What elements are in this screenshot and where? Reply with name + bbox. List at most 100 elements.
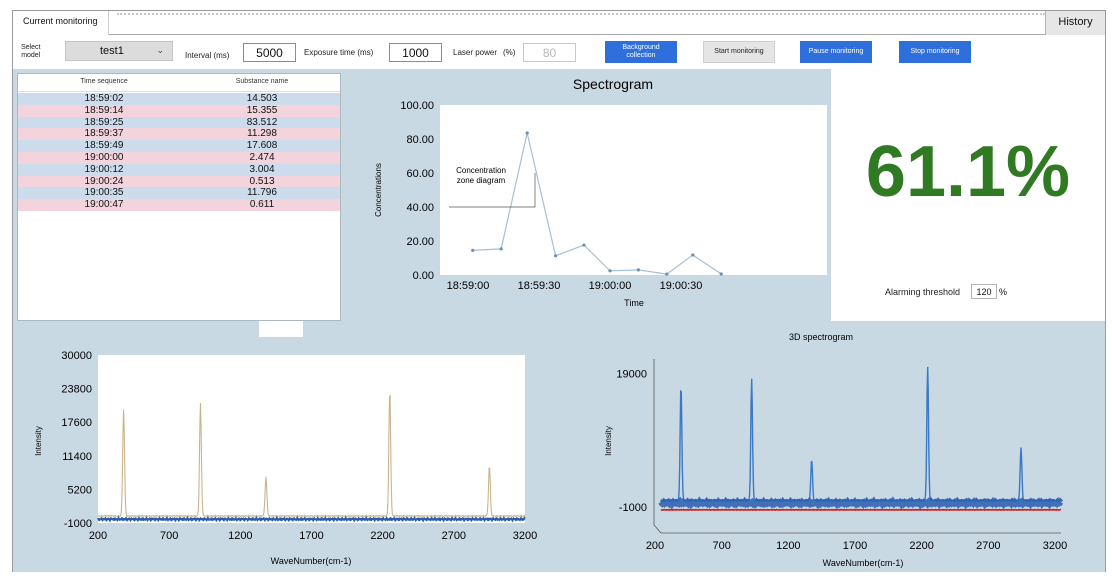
3d-ytick: -1000 <box>619 502 647 514</box>
raman-ytick: 17600 <box>61 417 92 429</box>
table-row[interactable]: 18:59:37 11.298 <box>18 128 340 141</box>
alarm-threshold-label: Alarming threshold <box>885 287 961 297</box>
value-cell: 11.298 <box>247 128 277 140</box>
sample-spectrum-line <box>97 394 526 518</box>
3d-axes <box>653 359 1061 534</box>
top-panel: Time sequence Substance name 18:59:02 14.… <box>13 69 1105 321</box>
table-row[interactable]: 19:00:35 11.796 <box>18 187 340 200</box>
start-monitoring-button[interactable]: Start monitoring <box>703 41 775 63</box>
table-row[interactable]: 19:00:24 0.513 <box>18 175 340 188</box>
time-cell: 19:00:24 <box>84 175 124 187</box>
column-header-substance[interactable]: Substance name <box>235 78 289 85</box>
tab-current-monitoring[interactable]: Current monitoring <box>13 11 109 35</box>
spectrogram-ytick: 60.00 <box>406 168 434 180</box>
time-cell: 19:00:47 <box>84 199 124 211</box>
3d-xtick: 700 <box>712 540 730 552</box>
time-cell: 19:00:35 <box>84 187 124 199</box>
spectrogram-chart: Spectrogram 100.00 80.00 60.00 40.00 20.00 0.… <box>374 76 827 308</box>
tab-strip: Current monitoring History <box>13 11 1105 35</box>
app-window: Current monitoring History Select model … <box>12 10 1106 572</box>
raman-ytick: 11400 <box>62 451 92 463</box>
background-collection-button[interactable]: Background collection <box>605 41 677 63</box>
raman-xtick: 2700 <box>442 530 466 542</box>
data-point <box>636 268 640 272</box>
data-point <box>471 248 475 252</box>
3d-spectrogram-title: 3D spectrogram <box>789 332 853 342</box>
table-row[interactable]: 19:00:47 0.611 <box>18 199 340 211</box>
time-cell: 18:59:25 <box>84 116 124 128</box>
raman-ytick: 23800 <box>61 384 92 396</box>
value-cell: 14.503 <box>246 93 278 104</box>
spectrogram-xtick: 19:00:30 <box>660 280 703 292</box>
laser-power-label: Laser power <box>453 48 498 57</box>
stop-monitoring-button[interactable]: Stop monitoring <box>899 41 971 63</box>
data-point <box>719 272 723 276</box>
3d-ytick: 19000 <box>616 369 647 381</box>
raman-ytick: -1000 <box>64 518 92 530</box>
spectrogram-xlabel: Time <box>624 298 644 308</box>
3d-xtick: 200 <box>646 540 664 552</box>
interval-label: Interval (ms) <box>185 51 230 60</box>
table-row[interactable]: 18:59:49 17.608 <box>18 140 340 152</box>
time-cell: 18:59:02 <box>84 93 124 104</box>
3d-xtick: 2200 <box>909 540 933 552</box>
column-header-time[interactable]: Time sequence <box>80 78 128 85</box>
spectrogram-ytick: 0.00 <box>413 270 434 282</box>
data-point <box>525 131 529 135</box>
time-cell: 18:59:37 <box>84 128 124 140</box>
raman-ytick: 5200 <box>68 484 92 496</box>
alarm-threshold-input[interactable]: 120 <box>971 284 997 299</box>
panel-tab-blank[interactable] <box>259 321 303 337</box>
raman-ytick: 30000 <box>61 350 92 362</box>
table-row[interactable]: 18:59:25 83.512 <box>18 116 340 129</box>
table-row[interactable]: 18:59:14 15.355 <box>18 104 340 117</box>
raman-spectrum-chart: 30000 23800 17600 11400 5200 -1000 200 700 1200… <box>34 350 537 566</box>
value-cell: 3.004 <box>249 163 275 175</box>
value-cell: 0.611 <box>249 199 275 211</box>
3d-reference-line <box>660 508 1062 512</box>
baseline-spectrum-line <box>97 515 526 523</box>
3d-spectrum-line <box>660 366 1062 503</box>
spectrogram-xtick: 18:59:00 <box>447 280 490 292</box>
raman-xlabel: WaveNumber(cm-1) <box>271 556 352 566</box>
select-model-label: Select model <box>21 44 41 59</box>
bottom-panel: 30000 23800 17600 11400 5200 -1000 200 700 1200… <box>13 321 1105 572</box>
data-point <box>553 254 558 258</box>
chevron-down-icon: ⌄ <box>156 45 164 55</box>
value-cell: 83.512 <box>246 116 278 128</box>
time-cell: 18:59:14 <box>84 104 124 116</box>
raman-xtick: 700 <box>160 530 178 542</box>
data-point <box>582 243 586 247</box>
table-header: Time sequence Substance name <box>18 74 340 92</box>
value-cell: 17.608 <box>246 140 278 152</box>
zone-diagram-annotation: Concentration zone diagram <box>456 166 506 185</box>
3d-xtick: 1700 <box>843 540 867 552</box>
pause-monitoring-button[interactable]: Pause monitoring <box>800 41 872 63</box>
3d-xtick: 1200 <box>776 540 800 552</box>
3d-xtick: 3200 <box>1043 540 1067 552</box>
laser-power-input[interactable]: 80 <box>523 43 576 62</box>
raman-plot-area <box>98 355 525 523</box>
value-cell: 2.474 <box>249 152 275 163</box>
table-row[interactable]: 19:00:12 3.004 <box>18 163 340 176</box>
table-row[interactable]: 19:00:00 2.474 <box>18 152 340 164</box>
model-select[interactable]: test1 ⌄ <box>65 41 173 61</box>
3d-spectrum-band <box>658 496 1064 510</box>
spectrogram-plot-area <box>440 105 827 275</box>
spectrogram-ytick: 40.00 <box>406 202 434 214</box>
tab-history[interactable]: History <box>1045 11 1105 35</box>
concentration-percent: 61.1% <box>865 132 1071 212</box>
data-point <box>608 269 612 273</box>
table-row[interactable]: 18:59:02 14.503 <box>18 93 340 105</box>
spectrogram-xtick: 18:59:30 <box>518 280 561 292</box>
status-panel: 61.1% Alarming threshold 120 % <box>831 69 1105 321</box>
interval-input[interactable]: 5000 <box>243 43 296 62</box>
tab-divider <box>117 13 1045 17</box>
concentration-series-line <box>472 132 722 275</box>
spectrogram-ytick: 100.00 <box>400 100 434 112</box>
data-point <box>665 272 669 276</box>
toolbar: Select model test1 ⌄ Interval (ms) 5000 … <box>13 37 1105 69</box>
exposure-input[interactable]: 1000 <box>389 43 442 62</box>
model-select-value: test1 <box>100 45 124 57</box>
value-cell: 11.796 <box>247 187 277 199</box>
